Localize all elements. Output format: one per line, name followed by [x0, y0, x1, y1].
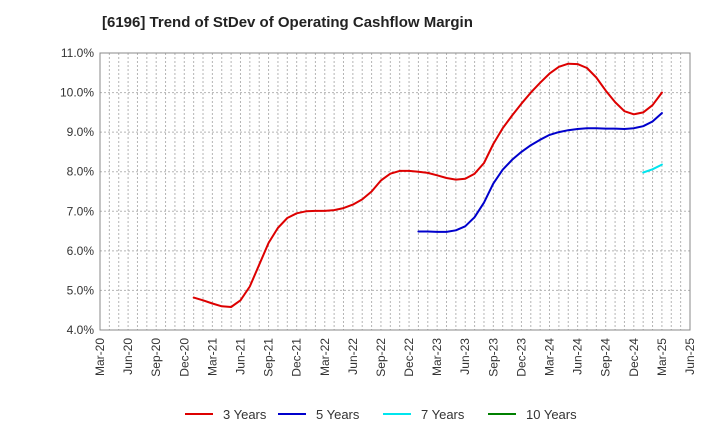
x-tick-label: Mar-22: [318, 338, 332, 376]
x-tick-label: Jun-23: [458, 338, 472, 375]
plot-frame: [99, 52, 691, 331]
x-tick-label: Dec-22: [402, 338, 416, 377]
x-tick-label: Jun-25: [683, 338, 697, 375]
legend: 3 Years 5 Years 7 Years 10 Years: [185, 407, 577, 422]
x-tick-label: Mar-21: [205, 338, 219, 376]
y-tick-label: 7.0%: [67, 204, 95, 218]
x-tick-label: Mar-25: [655, 338, 669, 376]
x-tick-label: Dec-20: [177, 338, 191, 377]
x-tick-label: Dec-23: [514, 338, 528, 377]
grid-layer: [99, 52, 691, 331]
y-axis: 4.0% 5.0% 6.0% 7.0% 8.0% 9.0% 10.0% 11.0%: [60, 46, 94, 337]
legend-label: 3 Years: [223, 407, 267, 422]
x-tick-label: Sep-20: [149, 338, 163, 377]
x-tick-label: Jun-20: [121, 338, 135, 375]
y-tick-label: 9.0%: [67, 125, 95, 139]
x-tick-label: Mar-24: [543, 338, 557, 376]
x-tick-label: Sep-21: [262, 338, 276, 377]
x-tick-label: Jun-24: [571, 338, 585, 375]
x-axis: Mar-20 Jun-20 Sep-20 Dec-20 Mar-21 Jun-21 Sep-…: [93, 338, 697, 377]
series-line-5-years: [417, 112, 663, 233]
series-layer: [192, 62, 663, 308]
y-tick-label: 10.0%: [60, 86, 94, 100]
legend-label: 10 Years: [526, 407, 577, 422]
x-tick-label: Sep-23: [486, 338, 500, 377]
y-tick-label: 6.0%: [67, 244, 95, 258]
y-tick-label: 5.0%: [67, 283, 95, 297]
legend-label: 7 Years: [421, 407, 465, 422]
x-tick-label: Sep-24: [599, 338, 613, 377]
x-tick-label: Dec-24: [627, 338, 641, 377]
x-tick-label: Jun-21: [233, 338, 247, 375]
legend-label: 5 Years: [316, 407, 360, 422]
x-tick-label: Mar-20: [93, 338, 107, 376]
y-tick-label: 11.0%: [61, 46, 94, 60]
y-tick-label: 8.0%: [67, 165, 95, 179]
series-line-3-years: [192, 62, 663, 308]
x-tick-label: Sep-22: [374, 338, 388, 377]
chart-title: [6196] Trend of StDev of Operating Cashf…: [102, 14, 473, 31]
x-tick-label: Mar-23: [430, 338, 444, 376]
x-tick-label: Dec-21: [290, 338, 304, 377]
y-tick-label: 4.0%: [67, 323, 95, 337]
series-line-7-years: [642, 163, 663, 174]
x-tick-label: Jun-22: [346, 338, 360, 375]
